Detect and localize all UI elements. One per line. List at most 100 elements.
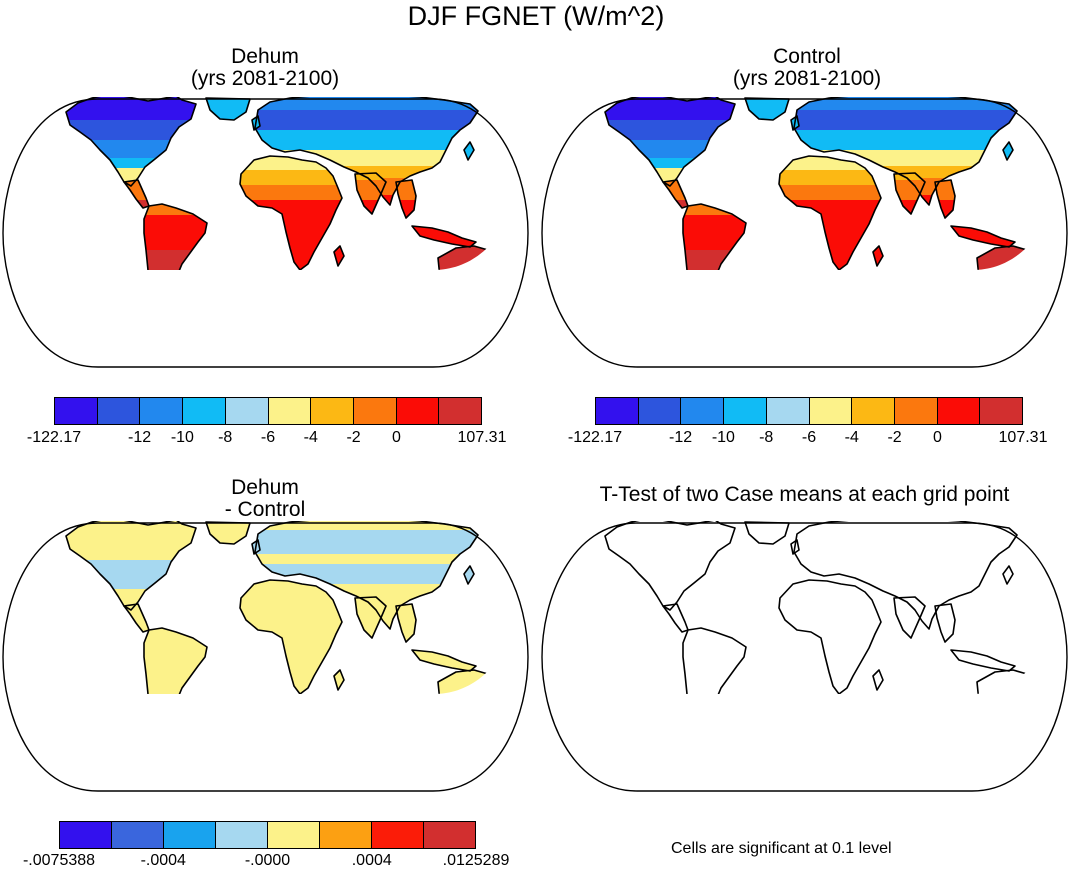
land-color-band — [66, 97, 196, 121]
colorbar-label: -10 — [711, 429, 735, 446]
panel-1-title-line1: Dehum — [231, 45, 299, 68]
colorbar-swatch-3 — [724, 398, 767, 424]
land-madagascar — [873, 246, 883, 266]
land-color-band — [255, 130, 478, 151]
land-color-band — [255, 521, 478, 531]
land-color-band — [255, 554, 478, 565]
land-japan — [1003, 142, 1013, 160]
colorbar-label: -12 — [669, 429, 693, 446]
land-color-band — [396, 180, 416, 201]
map-border — [541, 98, 1068, 368]
colorbar-swatch-2 — [140, 398, 184, 424]
land-color-band — [464, 142, 474, 160]
coastline-australia — [976, 245, 1048, 270]
land-color-band — [206, 522, 250, 544]
land-color-band — [464, 566, 474, 584]
colorbar-label: -4 — [303, 429, 318, 446]
coastline-madagascar — [333, 245, 345, 267]
colorbar-swatch-1 — [638, 398, 682, 424]
land-color-band — [745, 98, 789, 120]
colorbar-label: -6 — [801, 429, 817, 446]
land-japan — [464, 566, 474, 584]
colorbar-dehum — [54, 397, 482, 425]
land-color-band — [334, 246, 344, 266]
land-color-band — [255, 97, 478, 111]
colorbar-label: -4 — [844, 429, 859, 446]
map-border — [541, 522, 1068, 792]
coastline-africa — [778, 579, 882, 694]
land-color-band — [255, 530, 478, 555]
panel-2-title-line1: Control — [773, 45, 841, 68]
coastline-seasia — [395, 603, 417, 643]
coastline-japan — [1002, 141, 1014, 161]
colorbar-label: -2 — [887, 429, 902, 446]
map-ocean — [542, 523, 1067, 791]
coastline-india — [354, 172, 387, 215]
coastline-indonesia — [950, 649, 1016, 672]
coastline-eurasia — [254, 97, 479, 206]
coastline-namerica — [65, 97, 197, 187]
land-color-band — [605, 97, 735, 121]
coastline-australia — [976, 669, 1048, 694]
colorbar-swatch-5 — [809, 398, 853, 424]
coastline-indonesia — [411, 649, 477, 672]
colorbar-swatch-3 — [183, 398, 226, 424]
land-color-band — [66, 120, 196, 141]
coastline-uk — [251, 539, 261, 555]
colorbar-swatch-4 — [268, 822, 320, 848]
coastline-eurasia — [254, 521, 479, 630]
colorbar-label: -.0004 — [140, 852, 186, 869]
figure-title: DJF FGNET (W/m^2) — [407, 1, 665, 31]
panel-4-title: T-Test of two Case means at each grid po… — [537, 484, 1072, 506]
colorbar-label: -.0075388 — [22, 852, 96, 869]
colorbar-control-labels: -122.17 -12 -10 -8 -6 -4 -2 0 107.31 — [568, 429, 1048, 449]
land-greenland — [206, 522, 250, 544]
land-color-band — [794, 130, 1017, 151]
colorbar-swatch-4 — [225, 398, 269, 424]
land-color-band — [605, 158, 735, 169]
coastline-japan — [1002, 565, 1014, 585]
land-color-band — [779, 185, 881, 201]
coastline-seasia — [934, 179, 956, 219]
map-difference — [2, 521, 529, 792]
colorbar-swatch-8 — [937, 398, 981, 424]
colorbar-label: -122.17 — [567, 429, 623, 446]
panel-3-title-line2: - Control — [224, 498, 306, 521]
colorbar-swatch-2 — [164, 822, 216, 848]
colorbar-label: -.0000 — [244, 852, 291, 869]
colorbar-swatch-0 — [60, 822, 112, 848]
coastline-africa — [239, 579, 343, 694]
colorbar-swatch-5 — [268, 398, 312, 424]
coastline-australia — [437, 245, 509, 270]
land-color-band — [66, 521, 196, 561]
colorbar-swatch-5 — [320, 822, 372, 848]
colorbar-swatch-9 — [980, 398, 1023, 424]
colorbar-swatch-4 — [766, 398, 810, 424]
coastline-indonesia — [950, 225, 1016, 248]
coastline-eurasia — [793, 521, 1018, 630]
colorbar-difference-labels: -.0075388 -.0004 -.0000 .0004 .0125289 — [23, 852, 509, 872]
land-color-band — [66, 158, 196, 169]
coastline-japan — [463, 141, 475, 161]
colorbar-label: .0125289 — [442, 852, 510, 869]
colorbar-difference — [59, 821, 476, 849]
significance-note: Cells are significant at 0.1 level — [671, 840, 892, 857]
colorbar-label: .0004 — [351, 852, 392, 869]
land-color-band — [334, 670, 344, 690]
land-color-band — [605, 120, 735, 141]
panel-3-title: Dehum - Control — [135, 477, 395, 521]
colorbar-swatch-6 — [372, 822, 424, 848]
colorbar-swatch-2 — [681, 398, 725, 424]
map-ttest — [541, 521, 1068, 792]
coastline-madagascar — [333, 669, 345, 691]
land-color-band — [935, 180, 955, 201]
map-border — [2, 522, 529, 792]
map-dehum — [2, 97, 529, 368]
coastline-samerica — [143, 203, 208, 270]
land-greenland — [206, 98, 250, 120]
colorbar-swatch-6 — [852, 398, 895, 424]
land-color-band — [206, 98, 250, 120]
panel-2-title-line2: (yrs 2081-2100) — [732, 67, 882, 90]
land-madagascar — [334, 670, 344, 690]
coastline-india — [893, 596, 926, 639]
